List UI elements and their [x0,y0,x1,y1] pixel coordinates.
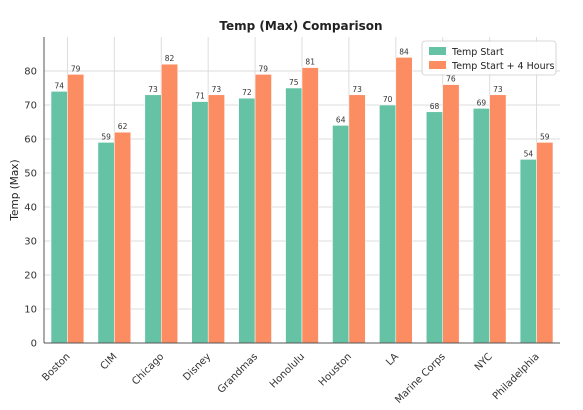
x-tick-label: LA [384,351,401,368]
legend-box [421,40,557,76]
x-tick-label: Marine Corps [393,351,448,406]
bar-cim-series-2 [114,131,132,344]
y-tick-label: 0 [31,339,37,350]
x-tick-label: Grandmas [216,351,260,395]
bar-marine-corps-series-2 [442,84,460,344]
data-label: 54 [524,149,534,158]
legend: Temp Start Temp Start + 4 Hours [421,40,557,76]
legend-label: Temp Start + 4 Hours [451,61,554,72]
legend-swatch [429,61,446,69]
bar-chicago-series-2 [161,63,178,344]
x-tick-label: Houston [317,351,354,388]
x-tick-label: CIM [99,351,120,372]
data-label: 64 [336,115,346,124]
bar-disney-series-2 [207,94,225,344]
bar-houston-series-1 [332,125,350,344]
data-label: 73 [493,85,503,94]
bar-philadelphia-series-1 [519,159,537,344]
x-tick-label: Honolulu [268,351,307,390]
bar-honolulu-series-1 [285,87,303,344]
bar-philadelphia-series-2 [536,142,554,344]
data-label: 79 [259,64,269,73]
bar-grandmas-series-1 [238,97,256,344]
bar-disney-series-1 [191,101,209,344]
bar-honolulu-series-2 [301,67,319,344]
data-label: 74 [54,81,64,90]
data-label: 71 [195,92,205,101]
x-tick-label: Disney [181,351,213,383]
legend-label: Temp Start [451,47,504,58]
data-label: 81 [305,58,315,67]
y-axis-label: Temp (Max) [9,159,21,221]
y-tick-label: 60 [24,135,37,146]
y-tick-label: 80 [24,67,37,78]
bars: 74 59 73 71 72 75 64 70 68 69 54 79 62 82 73 79 81 73 84 76… [50,47,554,344]
bar-nyc-series-2 [489,94,507,344]
x-tick-label: Philadelphia [491,351,542,402]
data-label: 76 [446,75,456,84]
bar-la-series-1 [379,104,397,344]
bar-chicago-series-1 [144,94,162,344]
data-label: 68 [430,102,440,111]
y-tick-label: 10 [24,305,37,316]
bar-cim-series-1 [97,142,115,344]
chart-title: Temp (Max) Comparison [219,19,382,33]
y-tick-label: 50 [24,169,37,180]
data-label: 70 [383,95,393,104]
bar-nyc-series-1 [472,108,490,344]
bar-grandmas-series-2 [254,74,272,344]
y-tick-label: 40 [24,203,37,214]
data-label: 75 [289,78,299,87]
data-label: 73 [352,85,362,94]
y-tick-label: 70 [24,101,37,112]
x-tick-label: Boston [40,351,72,383]
y-tick-label: 30 [24,237,37,248]
bar-boston-series-2 [67,74,85,344]
data-label: 73 [212,85,222,94]
data-label: 79 [71,64,81,73]
bar-boston-series-1 [50,91,68,344]
bar-marine-corps-series-1 [426,111,443,344]
data-label: 59 [540,132,550,141]
data-label: 84 [399,47,409,56]
data-label: 59 [101,132,111,141]
bar-la-series-2 [395,57,413,344]
data-label: 73 [148,85,158,94]
data-label: 82 [165,54,175,63]
bar-houston-series-2 [348,94,366,344]
legend-swatch [429,47,446,55]
data-label: 72 [242,88,252,97]
x-tick-label: Chicago [130,351,166,387]
data-label: 62 [118,122,128,131]
x-tick-label: NYC [473,351,495,373]
y-tick-label: 20 [24,271,37,282]
data-label: 69 [477,98,487,107]
